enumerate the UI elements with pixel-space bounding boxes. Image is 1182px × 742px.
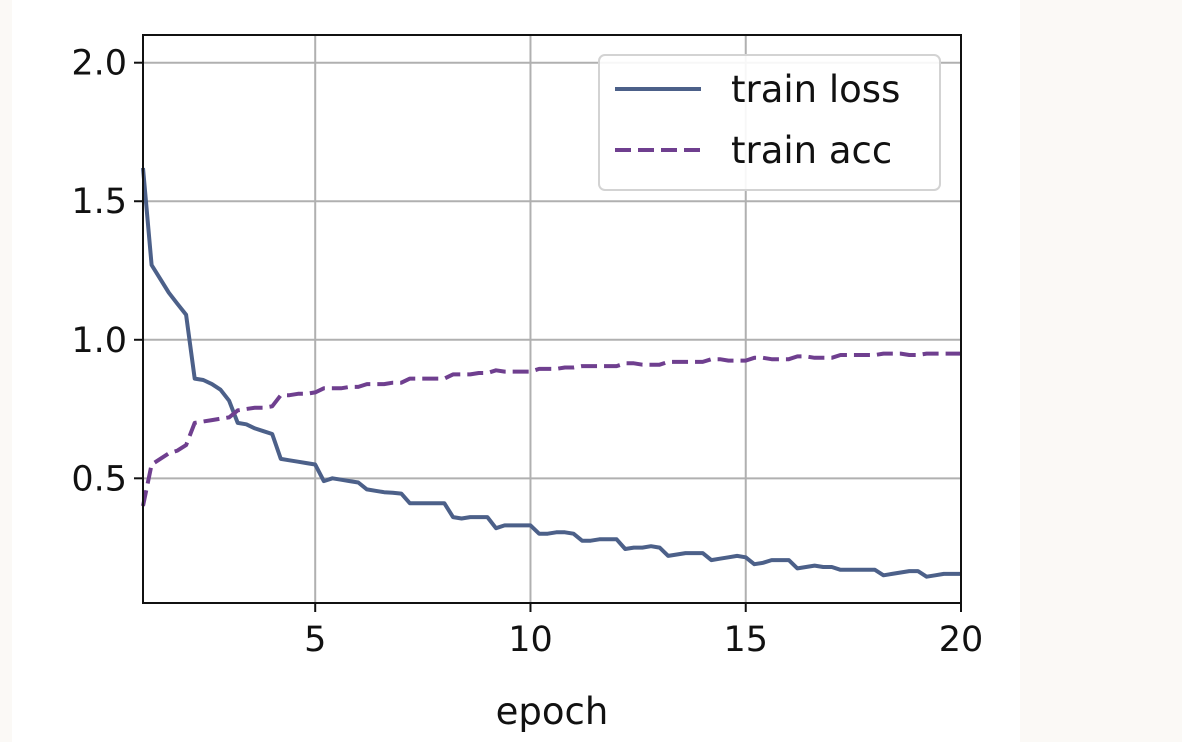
- x-tick-label: 15: [723, 620, 768, 660]
- chart-canvas: 5 10 15 20 0.5 1.0 1.5 2.0 epoch train loss tra…: [12, 0, 1020, 742]
- y-tick-label: 0.5: [71, 459, 127, 499]
- x-tick-label: 10: [508, 620, 553, 660]
- legend: train loss train acc: [599, 55, 940, 190]
- x-tick-label: 5: [304, 620, 326, 660]
- y-tick-label: 1.5: [71, 182, 127, 222]
- training-curves-chart: 5 10 15 20 0.5 1.0 1.5 2.0 epoch train loss tra…: [12, 0, 1020, 742]
- legend-label-train-loss: train loss: [731, 68, 900, 111]
- y-tick-label: 2.0: [71, 44, 127, 84]
- legend-label-train-acc: train acc: [731, 129, 892, 172]
- y-tick-label: 1.0: [71, 321, 127, 361]
- x-tick-label: 20: [939, 620, 984, 660]
- x-axis-label: epoch: [496, 690, 609, 733]
